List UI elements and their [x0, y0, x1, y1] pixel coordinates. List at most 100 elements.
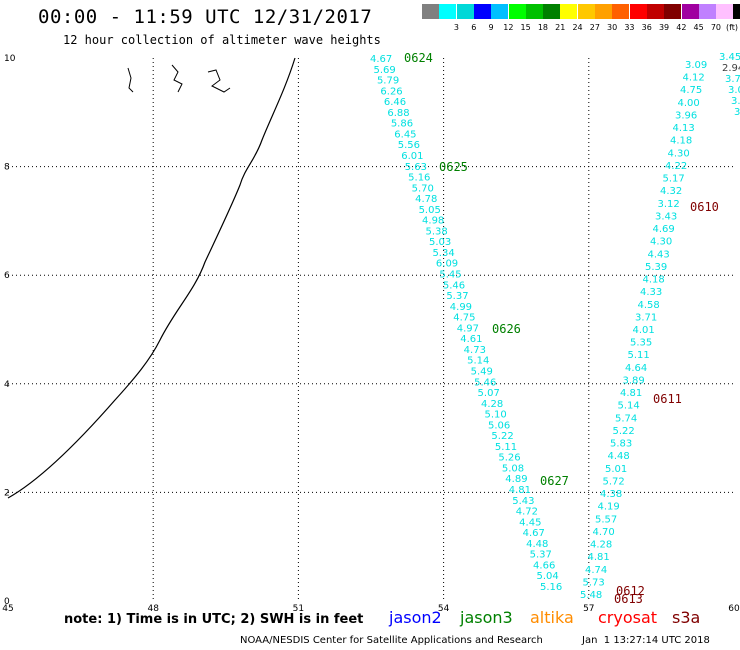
island: [127, 67, 134, 93]
swh-value: 5.46: [443, 280, 465, 291]
legend-swatch: [473, 4, 491, 19]
credit-line: NOAA/NESDIS Center for Satellite Applica…: [240, 635, 543, 646]
swh-value: 5.83: [610, 439, 632, 450]
generation-timestamp: Jan 1 13:27:14 UTC 2018: [582, 635, 710, 646]
swh-value: 6.45: [394, 129, 416, 140]
swh-value: 4.64: [625, 363, 647, 374]
y-tick-label: 2: [4, 488, 10, 498]
legend-swatch: [456, 4, 474, 19]
swh-value: 4.19: [598, 502, 620, 513]
swh-value: 5.16: [408, 173, 430, 184]
swh-value: 4.97: [457, 323, 479, 334]
swh-value: 5.37: [446, 291, 468, 302]
pass-time-label: 0627: [540, 474, 569, 488]
legend-swatch: [681, 4, 699, 19]
swh-value: 5.22: [613, 426, 635, 437]
island: [171, 64, 183, 93]
swh-value: 5.08: [502, 463, 524, 474]
legend-label: 42: [676, 23, 687, 32]
swh-value: 3.: [731, 96, 740, 107]
swh-value: 5.03: [429, 237, 451, 248]
swh-value: 4.45: [519, 517, 541, 528]
swh-value: 5.35: [630, 338, 652, 349]
swh-value: 4.67: [370, 54, 392, 65]
swh-value: 5.48: [580, 590, 602, 601]
swh-value: 4.81: [620, 388, 642, 399]
legend-swatch: [439, 4, 457, 19]
x-tick-label: 57: [583, 604, 594, 614]
swh-value: 5.73: [583, 577, 605, 588]
legend-swatch: [577, 4, 595, 19]
satellite-name: s3a: [672, 608, 701, 627]
swh-value: 5.26: [498, 453, 520, 464]
swh-value: 4.73: [464, 345, 486, 356]
swh-value: 6.01: [401, 151, 423, 162]
legend-label: 12: [503, 23, 514, 32]
swh-value: 4.28: [481, 399, 503, 410]
swh-value: 3.12: [658, 199, 680, 210]
swh-value: 5.05: [419, 205, 441, 216]
swh-value: 4.74: [585, 565, 607, 576]
swh-value: 4.75: [453, 313, 475, 324]
x-tick-label: 51: [293, 604, 304, 614]
swh-value: 4.72: [516, 507, 538, 518]
y-tick-label: 0: [4, 597, 10, 607]
legend-swatch: [664, 4, 682, 19]
swh-value: 4.78: [415, 194, 437, 205]
pass-time-label: 0625: [439, 160, 468, 174]
legend-label: 9: [488, 23, 494, 32]
swh-value: 5.17: [663, 174, 685, 185]
swh-value: 5.57: [595, 514, 617, 525]
swh-value: 4.13: [673, 123, 695, 134]
legend-label: 27: [589, 23, 600, 32]
pass-time-label: 0624: [404, 51, 433, 65]
swh-value: 4.67: [523, 528, 545, 539]
y-tick-label: 10: [4, 54, 16, 64]
satellite-name: jason3: [460, 608, 513, 627]
swh-value: 3.71: [635, 312, 657, 323]
coastline: [7, 57, 296, 499]
legend-swatch: [422, 4, 439, 19]
swh-value: 5.10: [484, 410, 506, 421]
satellite-name: cryosat: [598, 608, 658, 627]
swh-value: 4.48: [526, 539, 548, 550]
y-tick-label: 6: [4, 271, 10, 281]
legend-label: 24: [572, 23, 583, 32]
legend-label: 18: [537, 23, 549, 32]
swh-value: 4.66: [533, 560, 555, 571]
legend-label: 39: [658, 23, 670, 32]
pass-time-label: 0610: [690, 200, 719, 214]
pass-time-label: 0611: [653, 392, 682, 406]
swh-value: 4.69: [653, 224, 675, 235]
legend-label: 6: [471, 23, 477, 32]
swh-value: 5.04: [537, 571, 559, 582]
swh-value: 5.43: [512, 496, 534, 507]
swh-value: 3.09: [685, 60, 707, 71]
swh-value: 5.46: [474, 377, 496, 388]
swh-value: 4.18: [643, 275, 665, 286]
swh-value: 5.14: [618, 401, 640, 412]
pass-time-label: 0612: [616, 584, 645, 598]
legend-swatch: [646, 4, 664, 19]
swh-value: 5.06: [488, 420, 510, 431]
y-tick-label: 4: [4, 380, 10, 390]
swh-value: 5.07: [478, 388, 500, 399]
legend-label: 70: [710, 23, 722, 32]
x-tick-label: 45: [2, 604, 13, 614]
swh-value: 4.01: [633, 325, 655, 336]
swh-value: 5.70: [412, 183, 434, 194]
swh-value: 5.22: [491, 431, 513, 442]
swh-value: 5.74: [615, 413, 637, 424]
swh-value: 5.11: [495, 442, 517, 453]
x-tick-label: 60: [728, 604, 740, 614]
swh-value: 4.38: [600, 489, 622, 500]
map-subtitle: 12 hour collection of altimeter wave hei…: [63, 33, 381, 47]
swh-value: 3.0: [728, 85, 740, 96]
pass-time-label: 0626: [492, 322, 521, 336]
swh-value: 3.89: [623, 375, 645, 386]
legend-swatch: [612, 4, 630, 19]
swh-value: 5.38: [426, 226, 448, 237]
legend-swatch: [716, 4, 734, 19]
swh-value: 4.30: [668, 148, 690, 159]
